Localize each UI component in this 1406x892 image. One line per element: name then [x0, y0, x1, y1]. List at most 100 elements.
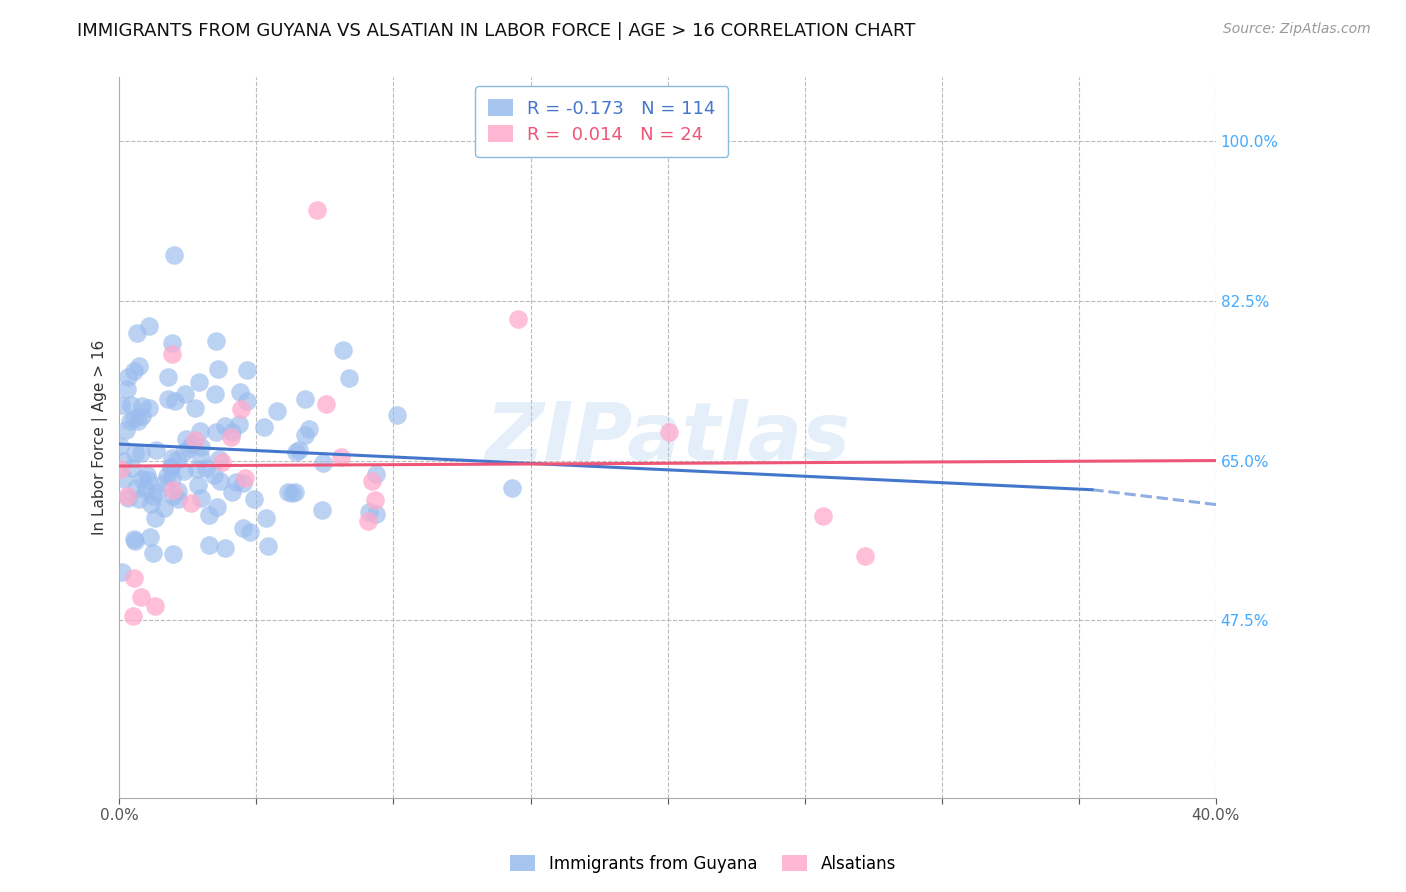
Point [138, 401, 160, 415]
Point [277, 484, 299, 499]
Point [232, 475, 254, 490]
Point [202, 467, 225, 482]
Point [243, 492, 266, 507]
Legend: Immigrants from Guyana, Alsatians: Immigrants from Guyana, Alsatians [503, 848, 903, 880]
Point [329, 450, 352, 464]
Point [208, 452, 231, 467]
Point [108, 439, 131, 453]
Point [239, 525, 262, 540]
Point [131, 473, 153, 487]
Point [205, 425, 228, 440]
Point [162, 483, 184, 498]
Point [221, 485, 243, 500]
Point [165, 393, 187, 408]
Point [315, 397, 337, 411]
Point [184, 401, 207, 415]
Point [198, 508, 221, 522]
Point [115, 489, 138, 503]
Point [298, 422, 321, 436]
Point [364, 467, 387, 482]
Point [166, 492, 188, 507]
Point [143, 599, 166, 614]
Point [122, 608, 145, 623]
Point [124, 446, 146, 460]
Point [129, 446, 152, 460]
Point [233, 471, 256, 485]
Point [120, 398, 142, 412]
Point [204, 334, 226, 348]
Point [207, 500, 229, 515]
Point [156, 370, 179, 384]
Point [128, 491, 150, 506]
Point [128, 359, 150, 373]
Point [135, 482, 157, 496]
Point [136, 473, 159, 487]
Point [221, 425, 243, 439]
Point [122, 533, 145, 547]
Point [118, 415, 141, 429]
Point [357, 514, 380, 528]
Point [361, 474, 384, 488]
Point [153, 476, 176, 491]
Point [124, 534, 146, 549]
Point [131, 591, 153, 605]
Point [162, 471, 184, 485]
Point [115, 423, 138, 437]
Point [658, 425, 681, 439]
Point [173, 464, 195, 478]
Point [236, 393, 259, 408]
Point [311, 503, 333, 517]
Point [294, 428, 316, 442]
Point [131, 409, 153, 423]
Point [208, 475, 231, 489]
Point [312, 456, 335, 470]
Point [173, 387, 195, 401]
Point [163, 248, 186, 262]
Point [139, 497, 162, 511]
Legend: R = -0.173   N = 114, R =  0.014   N = 24: R = -0.173 N = 114, R = 0.014 N = 24 [475, 87, 728, 157]
Point [121, 461, 143, 475]
Point [156, 468, 179, 483]
Point [180, 437, 202, 451]
Point [117, 370, 139, 384]
Point [131, 399, 153, 413]
Point [364, 508, 387, 522]
Point [156, 392, 179, 406]
Point [160, 347, 183, 361]
Point [184, 433, 207, 447]
Text: IMMIGRANTS FROM GUYANA VS ALSATIAN IN LABOR FORCE | AGE > 16 CORRELATION CHART: IMMIGRANTS FROM GUYANA VS ALSATIAN IN LA… [77, 22, 915, 40]
Point [285, 445, 308, 459]
Point [813, 509, 835, 524]
Point [142, 489, 165, 503]
Point [110, 398, 132, 412]
Text: Source: ZipAtlas.com: Source: ZipAtlas.com [1223, 22, 1371, 37]
Point [186, 462, 208, 476]
Point [187, 478, 209, 492]
Point [190, 440, 212, 454]
Point [142, 546, 165, 560]
Point [135, 468, 157, 483]
Point [232, 521, 254, 535]
Point [281, 485, 304, 500]
Point [229, 385, 252, 400]
Point [145, 443, 167, 458]
Point [221, 430, 243, 444]
Point [166, 453, 188, 467]
Point [138, 530, 160, 544]
Point [117, 491, 139, 505]
Point [176, 433, 198, 447]
Point [288, 442, 311, 457]
Point [332, 343, 354, 358]
Point [162, 547, 184, 561]
Point [127, 414, 149, 428]
Point [125, 326, 148, 341]
Point [138, 318, 160, 333]
Point [122, 571, 145, 585]
Point [188, 376, 211, 390]
Point [110, 565, 132, 579]
Y-axis label: In Labor Force | Age > 16: In Labor Force | Age > 16 [93, 340, 108, 535]
Point [253, 419, 276, 434]
Point [225, 475, 247, 489]
Point [357, 505, 380, 519]
Point [195, 460, 218, 475]
